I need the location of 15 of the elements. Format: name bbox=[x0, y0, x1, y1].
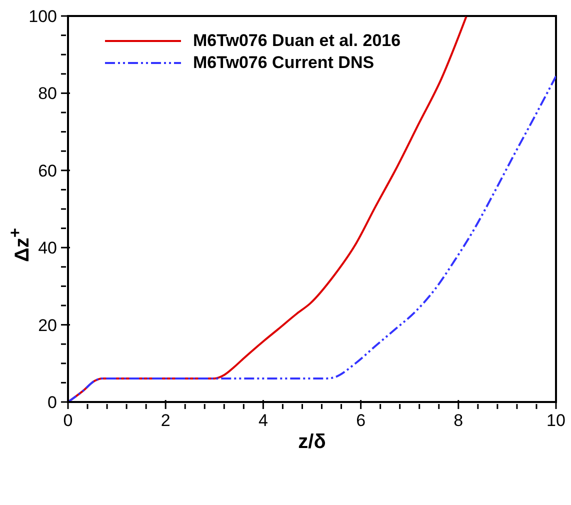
y-tick-label: 60 bbox=[38, 161, 57, 180]
y-tick-label: 40 bbox=[38, 238, 57, 258]
x-tick-label: 2 bbox=[160, 411, 170, 430]
y-tick-label: 20 bbox=[38, 316, 57, 335]
y-tick-label: 0 bbox=[48, 393, 57, 412]
legend-label: M6Tw076 Current DNS bbox=[193, 53, 374, 73]
x-tick-label: 10 bbox=[546, 411, 566, 430]
x-tick-label: 8 bbox=[454, 411, 464, 430]
x-tick-label: 0 bbox=[63, 411, 73, 430]
y-tick-label: 100 bbox=[28, 7, 57, 26]
x-tick-label: 6 bbox=[356, 411, 366, 430]
legend-label: M6Tw076 Duan et al. 2016 bbox=[193, 31, 401, 51]
x-tick-label: 4 bbox=[258, 411, 268, 430]
x-axis-title: z/δ bbox=[298, 431, 326, 453]
y-tick-label: 80 bbox=[38, 84, 57, 104]
